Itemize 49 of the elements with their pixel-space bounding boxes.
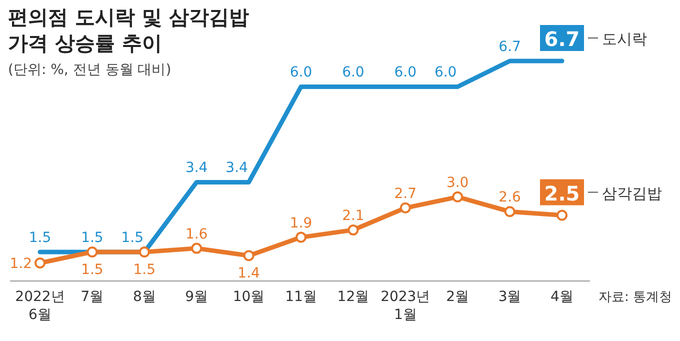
data-label: 1.5 bbox=[28, 230, 52, 246]
chart-title: 편의점 도시락 및 삼각김밥 가격 상승률 추이 bbox=[8, 5, 249, 55]
text: 삼각김밥 bbox=[602, 184, 662, 202]
x-tick-label: 10월 bbox=[232, 289, 265, 305]
x-tick-label: 11월 bbox=[285, 289, 317, 305]
point bbox=[400, 202, 411, 214]
point bbox=[191, 242, 202, 254]
x-tick-label: 7월 bbox=[80, 289, 104, 305]
point bbox=[452, 191, 464, 202]
data-label: 3.4 bbox=[226, 160, 248, 176]
data-label: 1.5 bbox=[81, 262, 104, 278]
data-label: 1.4 bbox=[238, 266, 260, 282]
point bbox=[348, 224, 359, 236]
data-label: 3.4 bbox=[185, 160, 208, 176]
data-label: 1.9 bbox=[290, 215, 312, 232]
point bbox=[34, 258, 46, 268]
point bbox=[504, 206, 516, 218]
x-tick-label: 2023년 1월 bbox=[380, 289, 430, 323]
data-label: 6.0 bbox=[394, 64, 417, 81]
data-label: 1.2 bbox=[10, 256, 32, 272]
data-label: 1.5 bbox=[121, 230, 144, 246]
x-tick-label: 8월 bbox=[132, 289, 156, 305]
data-label: 2.1 bbox=[342, 208, 364, 224]
x-tick-label: 2월 bbox=[446, 289, 470, 305]
point bbox=[86, 246, 98, 258]
data-label: 1.5 bbox=[133, 262, 156, 278]
data-label: 1.6 bbox=[185, 226, 208, 242]
point bbox=[138, 246, 150, 258]
data-label: 2.6 bbox=[498, 190, 522, 206]
text: 도시락 bbox=[602, 30, 647, 48]
x-tick-label: 3월 bbox=[498, 289, 522, 305]
text: 자료: 통계청 bbox=[598, 290, 672, 305]
data-label: 3.0 bbox=[446, 174, 469, 191]
x-tick-label: 12월 bbox=[337, 289, 370, 305]
point bbox=[296, 232, 306, 243]
data-label: 6.0 bbox=[342, 64, 364, 81]
data-label: 1.5 bbox=[81, 230, 104, 246]
data-label: 6.7 bbox=[498, 39, 521, 55]
point bbox=[243, 250, 254, 262]
x-tick-label: 4월 bbox=[550, 289, 574, 305]
data-label: 2.7 bbox=[394, 186, 417, 202]
point bbox=[556, 210, 568, 221]
data-label: 6.0 bbox=[290, 64, 312, 81]
x-tick-label: 9월 bbox=[185, 289, 208, 305]
data-label: 6.0 bbox=[434, 64, 457, 81]
data-label: 6.7 bbox=[544, 27, 580, 51]
chart-subtitle: (단위: %, 전년 동월 대비) bbox=[8, 62, 172, 78]
data-label: 2.5 bbox=[544, 181, 580, 206]
x-tick-label: 2022년 6월 bbox=[15, 289, 65, 323]
